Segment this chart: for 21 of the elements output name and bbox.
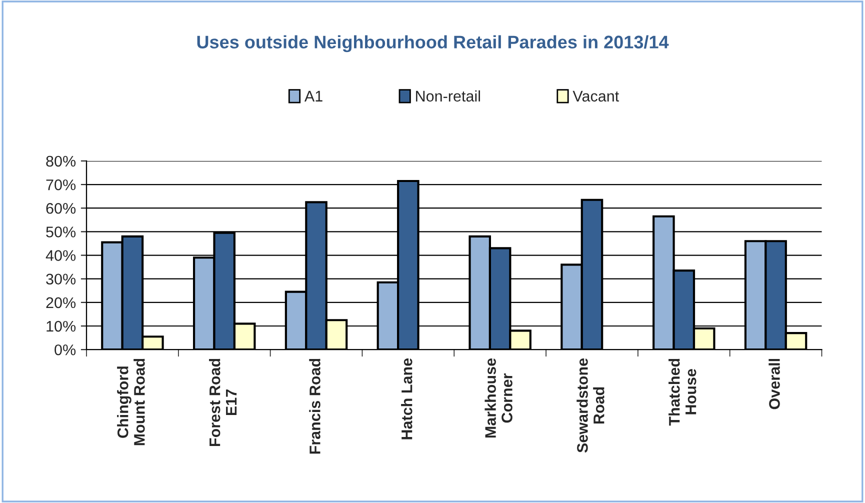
y-tick-label: 80% [46,156,76,167]
x-tick-label: Markhouse Corner [484,358,512,438]
y-tick-label: 40% [46,250,76,261]
x-tick-label: Overall [768,358,780,410]
y-tick-label: 0% [54,344,76,356]
x-tick-label: Hatch Lane [401,358,412,440]
legend-label: Vacant [572,90,619,102]
chart-title: Uses outside Neighbourhood Retail Parades in 2013/14 [197,35,669,52]
x-tick-label: Forest Road E17 [209,358,237,446]
x-tick-label: Francis Road [309,358,320,454]
y-tick-label: 10% [46,320,76,332]
y-tick-label: 20% [46,297,76,308]
y-tick-label: 60% [46,202,76,214]
y-tick-label: 50% [46,226,76,238]
x-tick-label: Thatched House [668,358,696,426]
legend-label: A1 [304,90,322,102]
y-tick-label: 30% [46,274,76,285]
x-tick-label: Chingford Mount Road [117,358,145,446]
legend-label: Non-retail [416,90,480,102]
y-tick-label: 70% [46,179,76,190]
x-tick-label: Sewardstone Road [576,358,604,453]
